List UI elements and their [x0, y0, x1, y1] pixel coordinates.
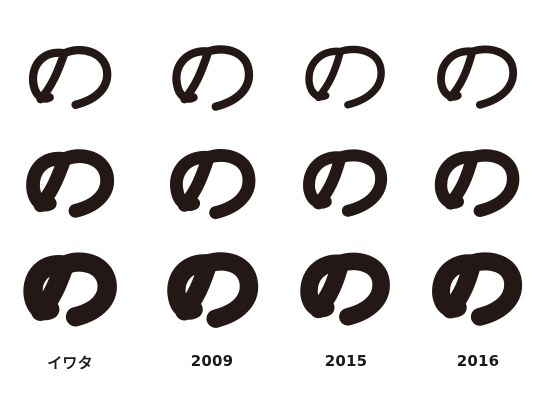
column-label-2009: 2009 — [190, 352, 234, 370]
column-label-iwata: イワタ — [47, 354, 93, 372]
glyph-2015-medium — [298, 128, 394, 220]
glyph-iwata-medium — [22, 128, 118, 220]
no-glyph-icon — [303, 149, 387, 217]
glyph-iwata-bold — [22, 234, 118, 327]
no-glyph-icon — [437, 45, 517, 109]
no-glyph-icon — [170, 149, 256, 220]
no-glyph-icon — [172, 45, 253, 111]
no-glyph-icon — [434, 149, 520, 218]
glyph-2009-light — [164, 22, 260, 114]
no-glyph-icon — [432, 252, 522, 326]
glyph-2009-bold — [164, 234, 260, 328]
glyph-2009-medium — [164, 128, 260, 220]
no-glyph-icon — [23, 252, 117, 327]
glyph-2016-medium — [430, 128, 526, 220]
column-label-2016: 2016 — [456, 352, 500, 370]
glyph-2015-bold — [298, 234, 394, 326]
no-glyph-icon — [26, 149, 115, 218]
glyph-2016-bold — [430, 234, 526, 326]
no-glyph-icon — [29, 46, 112, 109]
glyph-2016-light — [430, 22, 526, 114]
no-glyph-icon — [305, 45, 385, 109]
column-label-2015: 2015 — [324, 352, 368, 370]
glyph-iwata-light — [22, 22, 118, 114]
glyph-2015-light — [298, 22, 394, 114]
no-glyph-icon — [167, 252, 259, 328]
no-glyph-icon — [300, 252, 390, 326]
